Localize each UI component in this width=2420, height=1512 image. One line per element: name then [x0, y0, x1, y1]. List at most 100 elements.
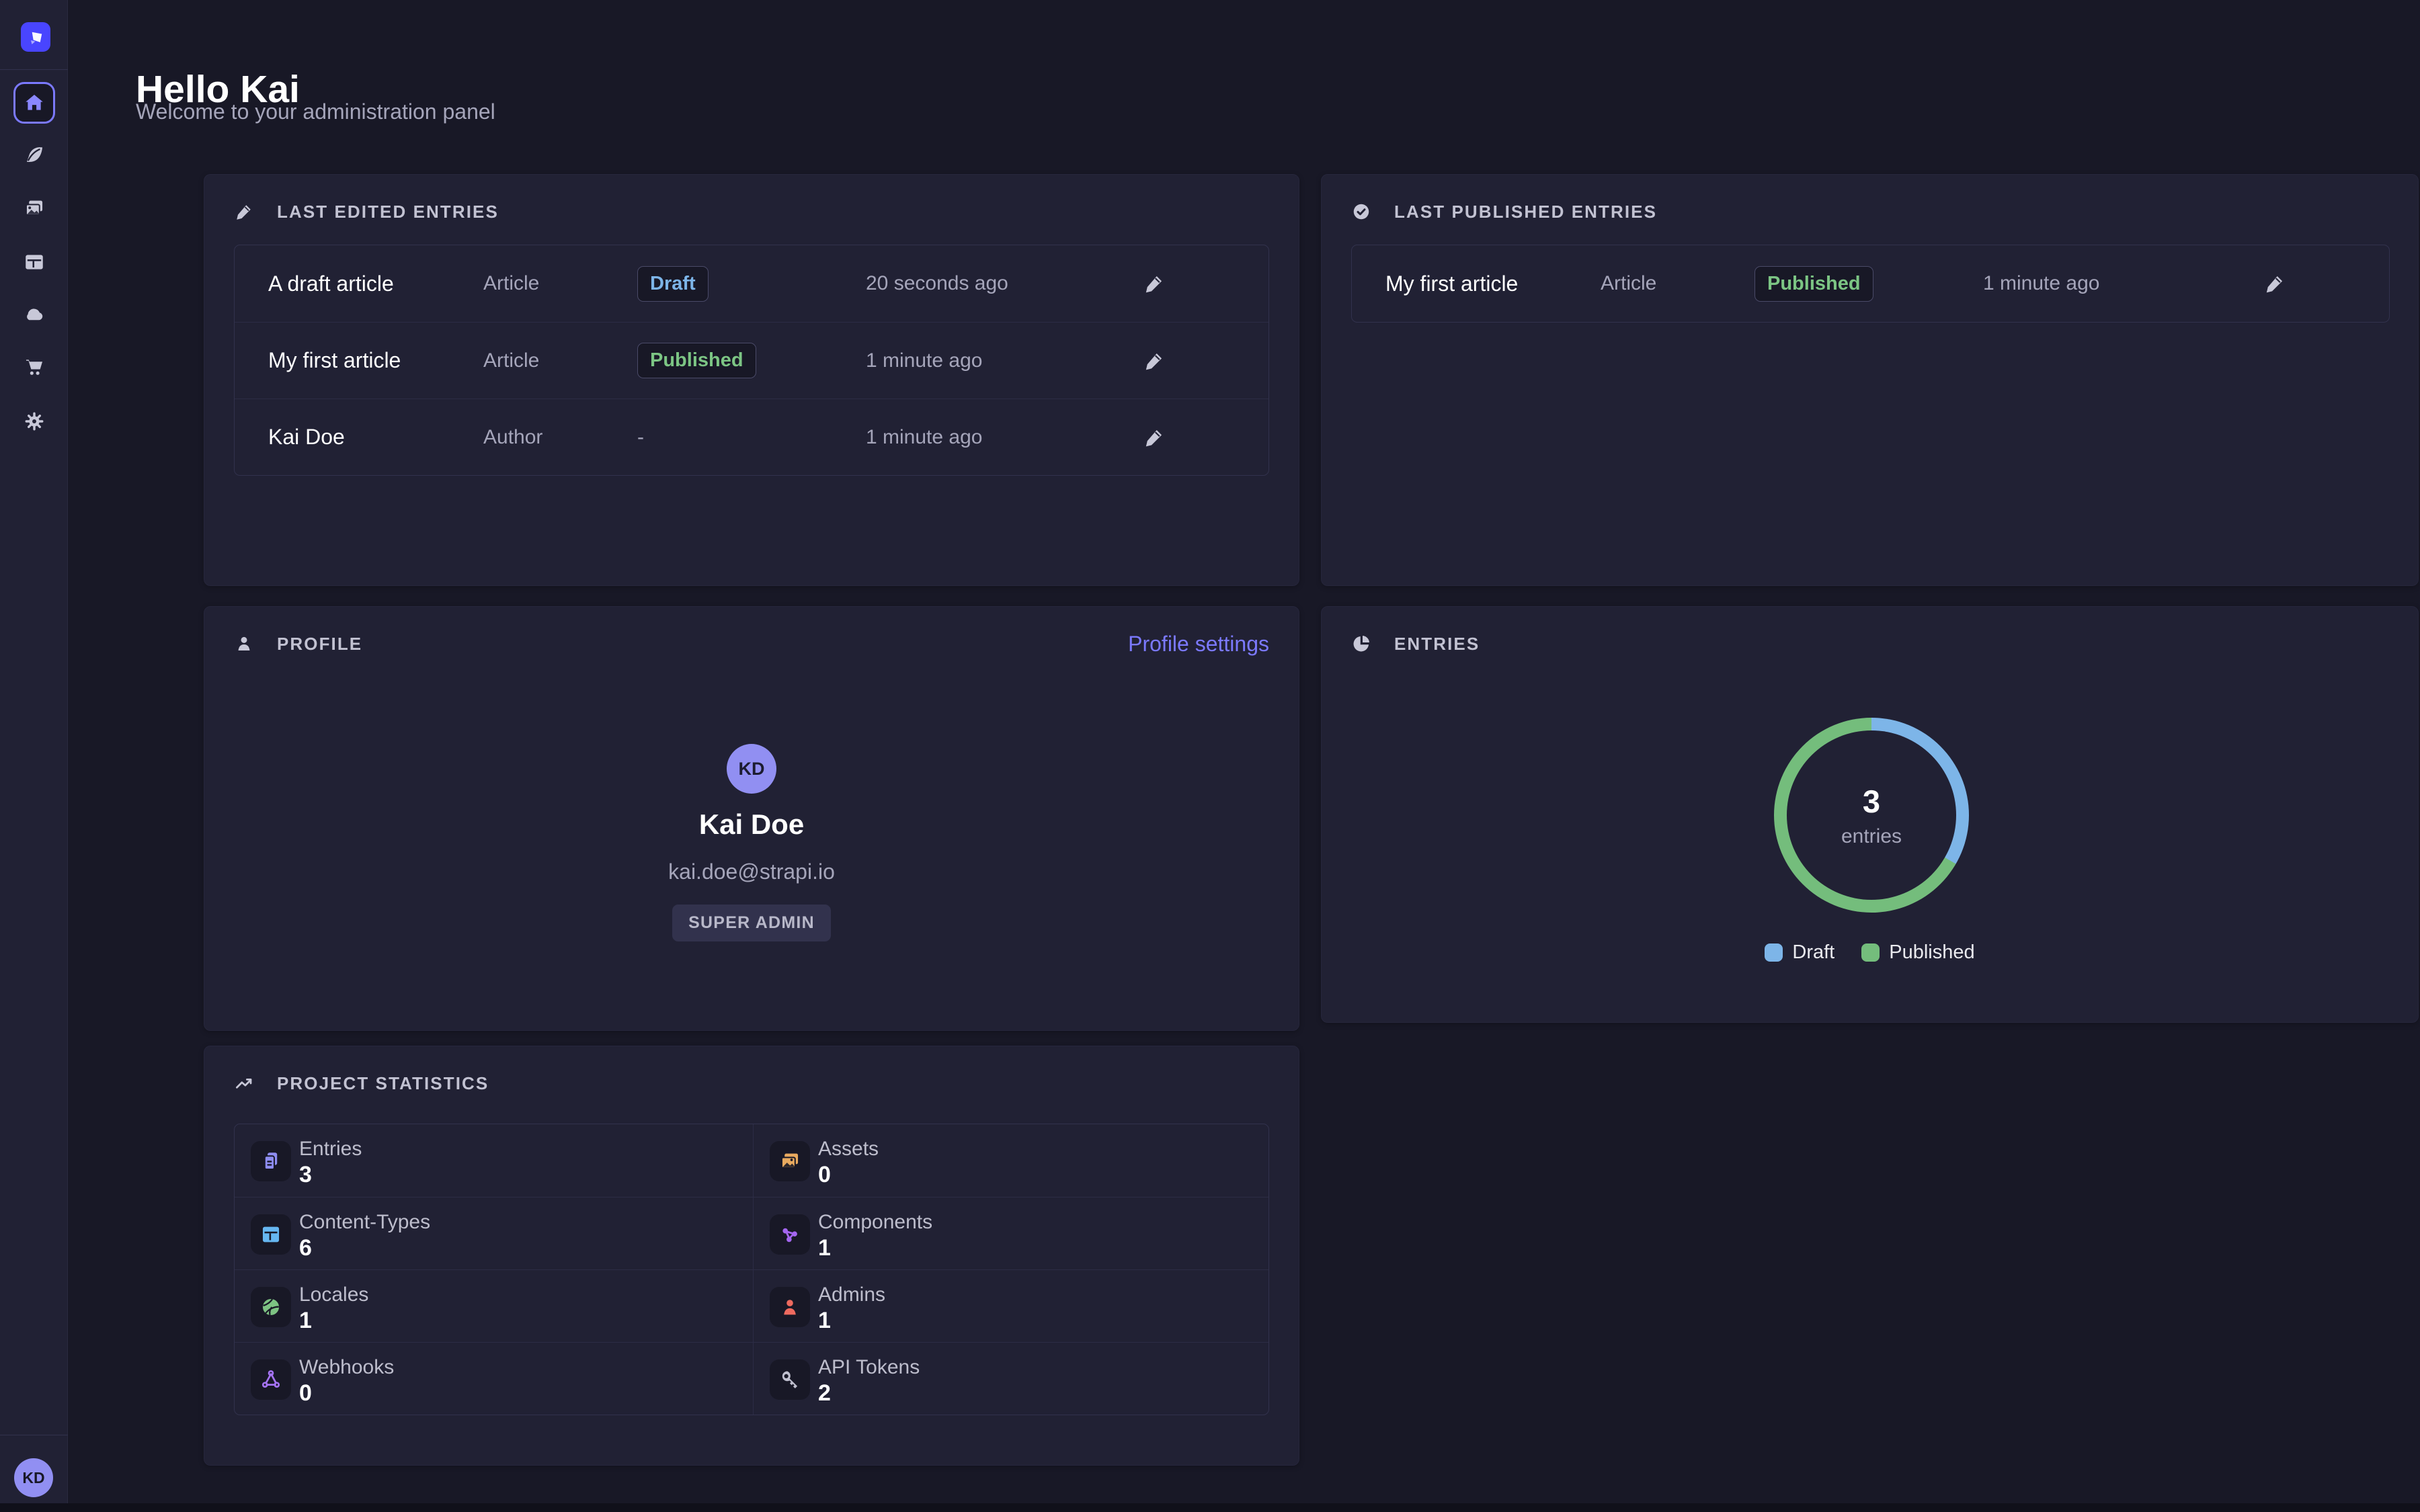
profile-name: Kai Doe — [698, 808, 805, 840]
table-row[interactable]: A draft article Article Draft 20 seconds… — [235, 245, 1268, 322]
stat-content-types: Content-Types 6 — [235, 1197, 753, 1269]
status-empty: - — [637, 425, 644, 448]
entry-updated-time: 1 minute ago — [1983, 272, 2100, 294]
webhook-icon — [261, 1370, 280, 1388]
published-swatch — [1861, 943, 1880, 962]
gear-icon — [25, 412, 43, 431]
status-badge: Published — [1755, 265, 1873, 302]
entry-type: Article — [1601, 272, 1657, 294]
last-edited-entries-card: LAST EDITED ENTRIES A draft article Arti… — [204, 174, 1299, 586]
page-subtitle: Welcome to your administration panel — [136, 99, 495, 124]
entry-updated-time: 1 minute ago — [866, 349, 983, 372]
pencil-icon — [2266, 276, 2283, 293]
documents-icon — [264, 1152, 278, 1171]
stats-grid: Entries 3 Assets 0 — [234, 1124, 1269, 1415]
feather-icon — [26, 147, 42, 163]
stat-admins: Admins 1 — [753, 1269, 1268, 1342]
sidebar-item-content-manager[interactable] — [0, 133, 68, 176]
avatar-initials: KD — [738, 758, 765, 779]
legend-item-published: Published — [1861, 941, 1975, 964]
entry-name: A draft article — [268, 271, 394, 296]
entries-total: 3 — [1862, 783, 1881, 819]
entry-type: Article — [483, 272, 540, 294]
stat-entries: Entries 3 — [235, 1124, 753, 1197]
sidebar-item-media-library[interactable] — [0, 187, 68, 230]
edit-entry-button[interactable] — [1139, 345, 1170, 376]
profile-card: PROFILE Profile settings KD Kai Doe kai.… — [204, 606, 1299, 1031]
strapi-logo-icon — [31, 32, 42, 44]
card-title: PROFILE — [277, 633, 363, 654]
pencil-icon — [237, 205, 251, 220]
sidebar: KD — [0, 0, 68, 1512]
card-title: ENTRIES — [1394, 633, 1480, 654]
page-bottom-edge — [0, 1503, 2420, 1512]
images-icon — [780, 1153, 799, 1169]
strapi-logo[interactable] — [21, 22, 50, 52]
card-title: LAST EDITED ENTRIES — [277, 201, 499, 222]
last-published-table: My first article Article Published 1 min… — [1351, 245, 2390, 323]
pencil-icon — [1145, 353, 1162, 370]
card-title: LAST PUBLISHED ENTRIES — [1394, 201, 1658, 222]
pencil-icon — [1145, 276, 1162, 293]
sidebar-item-deployments[interactable] — [0, 293, 68, 336]
cloud-icon — [26, 308, 42, 321]
pencil-icon — [1145, 429, 1162, 446]
admin-user-icon — [784, 1300, 796, 1315]
avatar-initials: KD — [22, 1468, 45, 1486]
table-row[interactable]: My first article Article Published 1 min… — [235, 322, 1268, 398]
status-badge: Draft — [637, 265, 709, 302]
check-circle-icon — [1353, 204, 1369, 220]
stat-webhooks: Webhooks 0 — [235, 1342, 753, 1415]
stat-assets: Assets 0 — [753, 1124, 1268, 1197]
entry-type: Author — [483, 425, 543, 448]
edit-entry-button[interactable] — [1139, 422, 1170, 453]
card-title: PROJECT STATISTICS — [277, 1073, 489, 1093]
trending-up-icon — [236, 1079, 252, 1089]
edit-entry-button[interactable] — [1139, 268, 1170, 299]
shopping-cart-icon — [26, 360, 42, 375]
stat-locales: Locales 1 — [235, 1269, 753, 1342]
profile-settings-link[interactable]: Profile settings — [1128, 631, 1269, 656]
entry-type: Article — [483, 349, 540, 372]
sidebar-item-content-type-builder[interactable] — [0, 241, 68, 284]
table-row[interactable]: Kai Doe Author - 1 minute ago — [235, 398, 1268, 475]
user-avatar-button[interactable]: KD — [14, 1458, 53, 1497]
entry-name: My first article — [1385, 271, 1519, 296]
draft-swatch — [1765, 943, 1783, 962]
pie-chart-icon — [1353, 636, 1369, 652]
key-icon — [782, 1371, 798, 1389]
sidebar-item-home[interactable] — [13, 82, 55, 124]
edit-entry-button[interactable] — [2259, 268, 2290, 299]
chart-legend: Draft Published — [1322, 941, 2418, 964]
stat-api-tokens: API Tokens 2 — [753, 1342, 1268, 1415]
main-content: Hello Kai Welcome to your administration… — [68, 0, 2420, 1512]
role-badge: SUPER ADMIN — [672, 905, 831, 941]
last-edited-table: A draft article Article Draft 20 seconds… — [234, 245, 1269, 476]
entry-updated-time: 1 minute ago — [866, 425, 983, 448]
page-title: Hello Kai — [136, 68, 300, 112]
profile-email: kai.doe@strapi.io — [668, 859, 835, 884]
globe-icon — [262, 1298, 280, 1316]
last-published-entries-card: LAST PUBLISHED ENTRIES My first article … — [1321, 174, 2419, 586]
status-badge: Published — [637, 343, 756, 378]
entry-name: Kai Doe — [268, 425, 345, 449]
sidebar-item-marketplace[interactable] — [0, 345, 68, 388]
entry-updated-time: 20 seconds ago — [866, 272, 1008, 294]
media-library-icon — [25, 200, 42, 216]
entries-card: ENTRIES 3 entries Draft Published — [1321, 606, 2419, 1023]
project-statistics-card: PROJECT STATISTICS Entries 3 — [204, 1046, 1299, 1466]
sidebar-item-settings[interactable] — [0, 400, 68, 443]
legend-item-draft: Draft — [1765, 941, 1834, 964]
entries-total-label: entries — [1841, 825, 1902, 847]
entries-donut-chart: 3 entries — [1774, 718, 1969, 913]
layout-icon — [262, 1226, 280, 1243]
components-icon — [782, 1228, 797, 1243]
avatar: KD — [727, 744, 776, 794]
user-icon — [238, 636, 250, 650]
stat-components: Components 1 — [753, 1197, 1268, 1269]
sidebar-divider — [0, 69, 68, 70]
home-icon — [26, 94, 43, 110]
table-row[interactable]: My first article Article Published 1 min… — [1352, 245, 2389, 322]
layout-icon — [25, 255, 43, 269]
